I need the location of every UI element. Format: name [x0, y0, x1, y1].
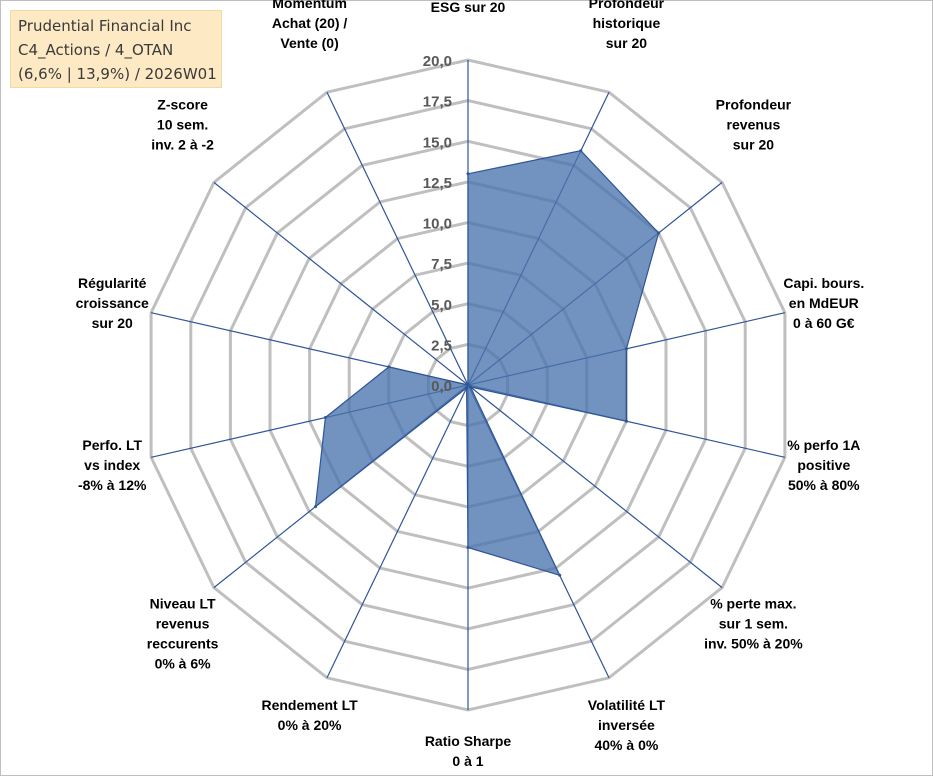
series-point [387, 365, 391, 369]
tick-label: 15,0 [423, 134, 452, 151]
axis-label: Rendement LT 0% à 20% [261, 697, 358, 733]
series-point [465, 386, 469, 390]
tick-label: 10,0 [423, 216, 452, 233]
series-point [466, 383, 470, 387]
series-point [323, 416, 327, 419]
axis-label: NoteESG sur 20 [431, 0, 506, 15]
title-line-3: (6,6% | 13,9%) / 2026W01 [18, 65, 217, 83]
series-point [624, 419, 628, 423]
series-point [579, 149, 583, 153]
axis-label: Niveau LT revenus reccurents 0% à 6% [147, 596, 219, 672]
tick-label: 2,5 [431, 337, 452, 354]
axis-spoke [326, 91, 469, 386]
radar-series [314, 149, 661, 577]
series-point [314, 505, 317, 509]
axis-label: Z-score 10 sem. inv. 2 à -2 [151, 96, 214, 152]
series-point [657, 231, 661, 235]
axis-label: Volatilité LT inversée 40% à 0% [588, 697, 666, 753]
axis-label: % perfo 1A positive 50% à 80% [787, 437, 860, 493]
tick-label: 7,5 [431, 256, 452, 273]
title-line-1: Prudential Financial Inc [18, 17, 192, 35]
series-point [469, 385, 472, 389]
series-point [466, 172, 470, 176]
title-line-2: C4_Actions / 4_OTAN [18, 41, 174, 59]
axis-label: Régularité croissance sur 20 [76, 275, 149, 331]
axis-label: Profondeur revenus sur 20 [716, 96, 792, 152]
axis-spoke [326, 384, 469, 679]
radial-tick-labels: 0,0 2,5 5,0 7,5 10,0 12,5 15,0 17,5 20,0 [423, 53, 452, 395]
series-point [558, 573, 562, 577]
series-point [624, 347, 628, 351]
axis-spoke [467, 384, 723, 589]
axis-label: Momentum Achat (20) / Vente (0) [272, 0, 348, 51]
series-point [466, 546, 470, 549]
axis-label: Ratio Sharpe 0 à 1 [425, 733, 512, 769]
axis-label: Perfo. LT vs index -8% à 12% [78, 437, 147, 493]
axis-label: Profondeur historique sur 20 [589, 0, 665, 51]
tick-label: 17,5 [423, 94, 452, 111]
tick-label: 20,0 [423, 53, 452, 70]
chart-title-box: Prudential Financial Inc C4_Actions / 4_… [10, 10, 222, 88]
axis-label: Capi. bours. en MdEUR 0 à 60 G€ [783, 275, 864, 331]
tick-label: 0,0 [431, 378, 452, 395]
tick-label: 5,0 [431, 297, 452, 314]
axis-spoke [213, 181, 469, 386]
tick-label: 12,5 [423, 175, 452, 192]
axis-label: % perte max. sur 1 sem. inv. 50% à 20% [704, 596, 803, 652]
series-area [314, 150, 660, 577]
